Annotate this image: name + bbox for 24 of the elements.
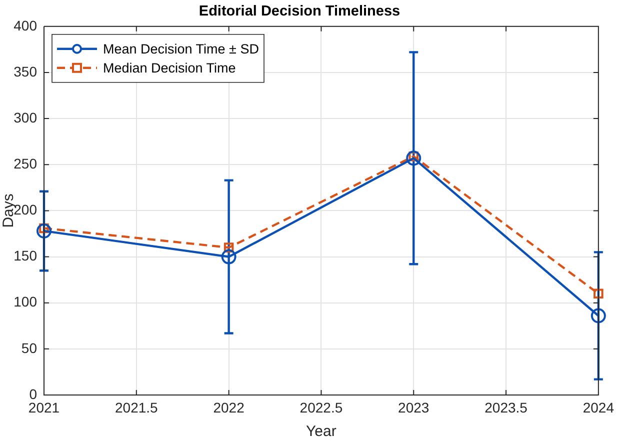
y-tick-label: 300: [14, 109, 38, 126]
point: [224, 242, 234, 252]
y-tick-label: 400: [14, 17, 38, 34]
y-tick-label: 150: [14, 248, 38, 264]
point: [590, 308, 606, 324]
y-tick-label: 0: [29, 386, 38, 402]
point: [221, 249, 236, 264]
y-tick-label: 50: [21, 340, 38, 356]
y-tick-label: 100: [14, 294, 38, 310]
y-tick-label: 350: [14, 63, 38, 80]
x-tick-label: 2021: [28, 399, 60, 416]
x-tick-label: 2023.5: [484, 399, 528, 416]
x-tick-label: 2022: [213, 399, 245, 416]
x-axis-title: Year: [306, 423, 336, 440]
x-tick-label: 2024: [582, 399, 614, 416]
legend-label: Mean Decision Time ± SD: [103, 42, 260, 57]
legend-label: Median Decision Time: [103, 60, 236, 76]
y-tick-label: 250: [14, 155, 38, 172]
x-tick-label: 2023: [398, 399, 430, 416]
point: [594, 288, 604, 299]
x-tick-label: 2021.5: [114, 399, 158, 416]
chart-title: Editorial Decision Timeliness: [198, 4, 400, 20]
point: [406, 150, 422, 166]
x-tick-label: 2022.5: [300, 399, 343, 416]
